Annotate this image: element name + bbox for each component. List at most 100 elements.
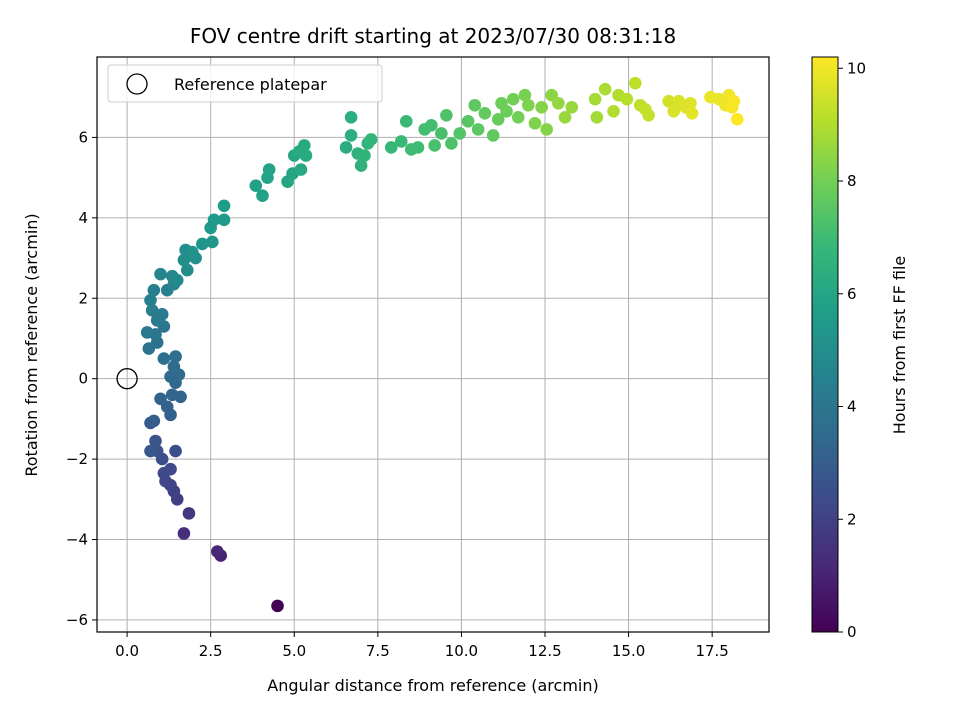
data-point [468,98,482,112]
data-point [144,293,157,307]
y-axis-label: Rotation from reference (arcmin) [22,213,41,476]
data-point [384,141,398,154]
data-point [177,253,191,267]
y-tick-label: 2 [78,289,88,307]
data-point [358,149,371,162]
data-point [154,267,167,281]
data-point [196,237,209,251]
data-point [154,392,167,406]
x-axis-label: Angular distance from reference (arcmin) [267,676,598,695]
data-point [521,98,535,112]
data-point [147,414,161,428]
x-tick-label: 2.5 [199,642,223,660]
data-point [155,308,169,321]
data-point [169,350,182,363]
y-tick-label: 4 [78,209,88,227]
data-point [256,189,269,203]
data-point [506,92,520,106]
data-point [565,100,579,114]
colorbar-tick-label: 10 [847,59,866,77]
data-point [145,304,159,317]
x-tick-label: 17.5 [695,642,728,660]
data-point [167,360,181,373]
colorbar-tick-label: 0 [847,623,857,641]
data-point [271,599,284,613]
colorbar-tick-label: 4 [847,398,857,416]
data-points [116,76,744,613]
x-tick-label: 12.5 [528,642,561,660]
colorbar-label: Hours from first FF file [890,256,909,435]
data-point [299,149,313,162]
data-point [440,109,453,122]
data-point [262,163,276,176]
data-point [207,213,221,227]
data-point [399,115,413,128]
data-point [217,199,231,213]
legend: Reference platepar [107,64,383,103]
data-point [478,106,492,120]
x-tick-label: 0.0 [115,642,139,660]
data-point [144,444,157,458]
y-axis-ticks: −6 −4 −2 0 2 4 6 [66,128,97,629]
data-point [140,326,154,339]
data-point [211,545,224,558]
data-point [491,113,505,126]
y-tick-label: −4 [66,531,88,549]
data-point [588,92,602,106]
data-point [607,104,620,118]
data-point [435,127,448,140]
data-point [182,507,196,520]
colorbar-ticks: 0 2 4 6 8 10 [838,59,866,641]
legend-box [107,64,383,103]
data-point [149,434,162,448]
data-point [169,444,182,458]
colorbar-tick-label: 8 [847,172,857,190]
data-point [297,139,311,152]
data-point [157,466,171,480]
data-point [394,135,408,148]
x-axis-ticks: 0.0 2.5 5.0 7.5 10.0 12.5 15.0 17.5 [115,632,729,660]
colorbar-gradient [811,56,839,633]
x-tick-label: 5.0 [282,642,306,660]
data-point [206,235,219,249]
data-point [598,82,612,96]
data-point [500,104,513,118]
reference-marker [116,368,138,390]
data-point [461,115,475,128]
data-point [364,133,378,146]
grid [97,57,769,632]
data-point [685,106,699,120]
data-point [730,113,744,126]
plot-frame [96,56,770,633]
x-tick-label: 10.0 [445,642,478,660]
data-point [453,127,467,140]
data-point [528,117,542,130]
data-point [486,129,500,142]
data-point [518,88,532,102]
colorbar-tick-label: 2 [847,510,857,528]
data-point [662,94,676,108]
data-point [249,179,263,192]
data-point [294,163,308,176]
data-point [344,111,358,124]
data-point [540,123,553,136]
data-point [471,123,485,136]
data-point [727,94,741,108]
x-tick-label: 7.5 [366,642,390,660]
data-point [170,273,184,287]
data-point [142,342,156,355]
data-point [684,96,697,110]
data-point [535,100,548,114]
data-point [667,104,681,118]
data-point [428,139,441,152]
data-point [628,76,642,90]
y-tick-label: 6 [78,128,88,146]
data-point [590,111,604,124]
chart-title: FOV centre drift starting at 2023/07/30 … [190,24,676,48]
data-point [354,159,368,172]
data-point [185,245,199,259]
y-tick-label: −2 [66,450,88,468]
data-point [552,96,565,110]
data-point [157,352,171,365]
